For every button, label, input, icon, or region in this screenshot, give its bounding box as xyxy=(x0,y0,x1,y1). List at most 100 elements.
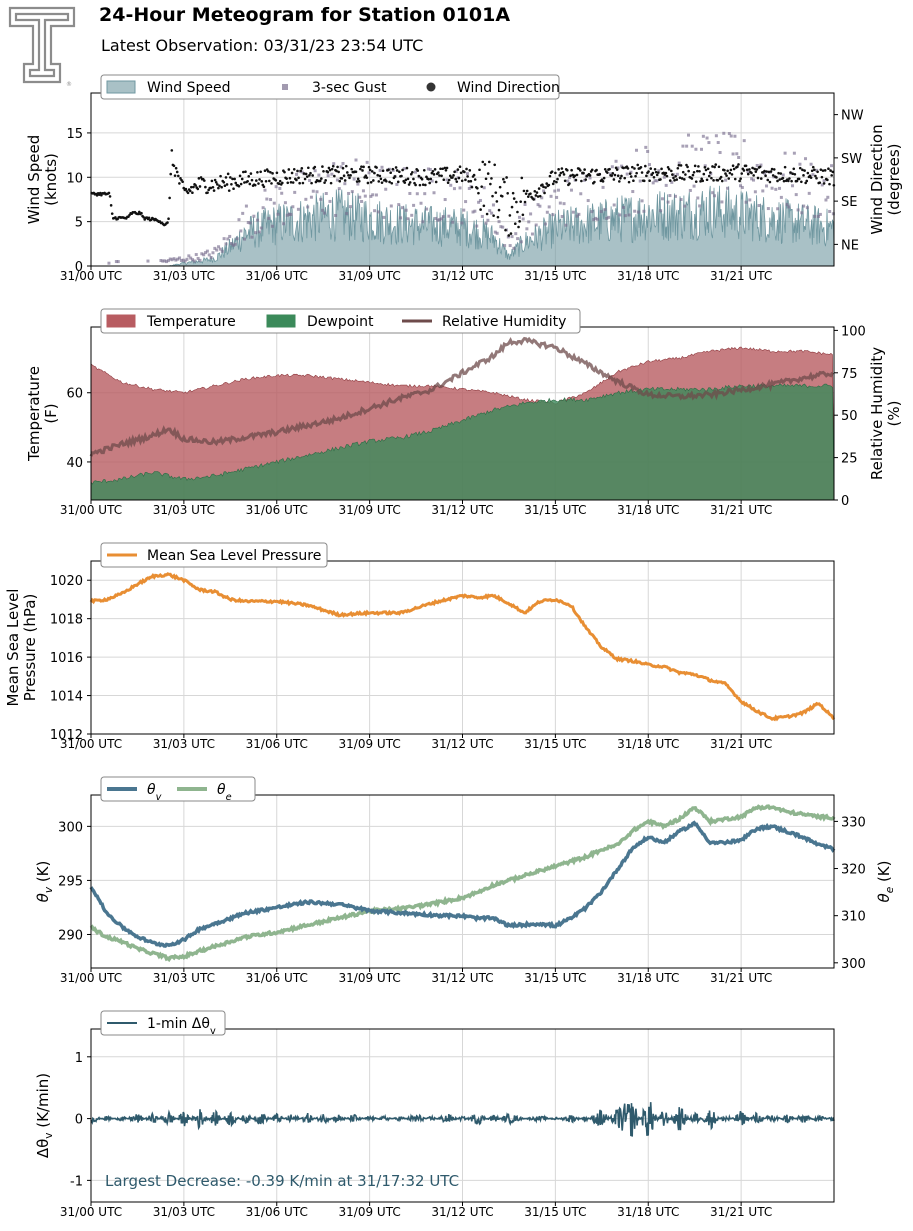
gust-point xyxy=(335,178,339,182)
wind-direction-point xyxy=(633,167,636,170)
wind-direction-point xyxy=(268,179,271,183)
y2-axis-label: (degrees) xyxy=(885,143,903,215)
wind-direction-point xyxy=(328,168,332,172)
wind-direction-point xyxy=(304,172,308,176)
gust-point xyxy=(499,225,503,229)
wind-direction-point xyxy=(828,182,831,186)
gust-point xyxy=(441,215,445,219)
gust-point xyxy=(317,173,321,177)
wind-direction-point xyxy=(766,178,770,182)
gust-point xyxy=(389,204,393,208)
gust-point xyxy=(783,151,787,155)
wind-direction-point xyxy=(820,175,824,179)
wind-direction-point xyxy=(693,164,697,168)
wind-direction-point xyxy=(324,179,327,182)
y2-tick-label: SW xyxy=(841,152,862,167)
y-tick-label: 1018 xyxy=(50,613,83,628)
wind-direction-point xyxy=(804,181,807,185)
wind-direction-point xyxy=(222,181,226,184)
wind-direction-point xyxy=(513,222,517,226)
wind-direction-point xyxy=(364,174,368,177)
wind-direction-point xyxy=(732,167,736,171)
wind-direction-point xyxy=(278,179,282,183)
wind-direction-point xyxy=(465,167,468,171)
gust-point xyxy=(478,198,482,202)
gust-point xyxy=(252,214,256,218)
wind-direction-point xyxy=(375,166,378,169)
panel-delta: 31/00 UTC 31/03 UTC 31/06 UTC 31/09 UTC 31/1… xyxy=(34,1010,835,1219)
wind-direction-point xyxy=(789,171,792,174)
wind-direction-point xyxy=(211,185,215,189)
wind-direction-point xyxy=(147,216,151,220)
wind-direction-point xyxy=(803,169,806,172)
wind-direction-point xyxy=(275,171,279,175)
gust-point xyxy=(449,183,453,187)
gust-point xyxy=(616,166,620,170)
wind-direction-point xyxy=(242,170,245,174)
gust-point xyxy=(224,242,228,246)
wind-direction-point xyxy=(795,179,799,183)
wind-direction-point xyxy=(763,169,766,173)
wind-direction-point xyxy=(806,171,810,175)
gust-point xyxy=(673,194,677,198)
wind-direction-point xyxy=(738,179,741,183)
gust-point xyxy=(348,205,352,209)
wind-direction-point xyxy=(297,176,300,180)
gust-point xyxy=(460,221,464,225)
wind-direction-point xyxy=(698,169,701,173)
gust-point xyxy=(161,259,165,263)
gust-point xyxy=(796,208,800,212)
wind-direction-point xyxy=(368,168,372,172)
wind-direction-point xyxy=(173,174,177,177)
wind-direction-point xyxy=(810,169,814,173)
wind-direction-point xyxy=(700,177,703,181)
gust-point xyxy=(716,141,720,145)
gust-point xyxy=(172,257,176,261)
gust-point xyxy=(378,168,382,172)
wind-direction-point xyxy=(407,183,411,186)
wind-direction-point xyxy=(303,177,307,181)
wind-direction-point xyxy=(517,225,520,229)
latest-observation: Latest Observation: 03/31/23 23:54 UTC xyxy=(101,36,424,55)
wind-direction-point xyxy=(787,179,790,183)
legend-label: θv xyxy=(147,782,162,803)
x-tick-label: 31/00 UTC xyxy=(60,1205,122,1219)
gust-point xyxy=(828,209,832,213)
wind-direction-point xyxy=(703,166,707,169)
wind-direction-point xyxy=(665,174,669,178)
wind-direction-point xyxy=(369,180,373,184)
gust-point xyxy=(779,195,783,199)
y-tick-label: 1014 xyxy=(50,690,83,705)
gust-point xyxy=(410,213,414,217)
wind-direction-point xyxy=(367,165,371,169)
x-tick-label: 31/12 UTC xyxy=(431,737,493,751)
gust-point xyxy=(373,209,377,213)
wind-direction-point xyxy=(299,169,303,173)
wind-direction-point xyxy=(271,172,274,175)
legend xyxy=(100,1010,226,1036)
x-tick-label: 31/21 UTC xyxy=(710,737,772,751)
gust-point xyxy=(482,186,486,190)
wind-direction-point xyxy=(226,172,230,176)
wind-direction-point xyxy=(219,174,222,178)
gust-point xyxy=(334,213,338,217)
gust-point xyxy=(817,214,821,218)
wind-direction-point xyxy=(788,177,791,180)
y-tick-label: 0 xyxy=(75,1113,83,1128)
wind-direction-point xyxy=(629,175,633,178)
legend xyxy=(100,74,560,100)
wind-direction-point xyxy=(526,195,530,198)
gust-point xyxy=(683,204,687,208)
gust-point xyxy=(324,192,328,196)
wind-direction-point xyxy=(234,181,238,185)
gust-point xyxy=(527,220,531,224)
wind-direction-point xyxy=(590,168,594,172)
legend xyxy=(100,308,581,334)
y-axis-label: Wind Speed xyxy=(25,135,43,225)
wind-direction-point xyxy=(694,180,698,183)
gust-point xyxy=(608,172,612,176)
wind-direction-point xyxy=(660,167,663,171)
gust-point xyxy=(525,227,529,231)
x-tick-label: 31/15 UTC xyxy=(524,971,586,985)
gust-point xyxy=(315,190,319,194)
